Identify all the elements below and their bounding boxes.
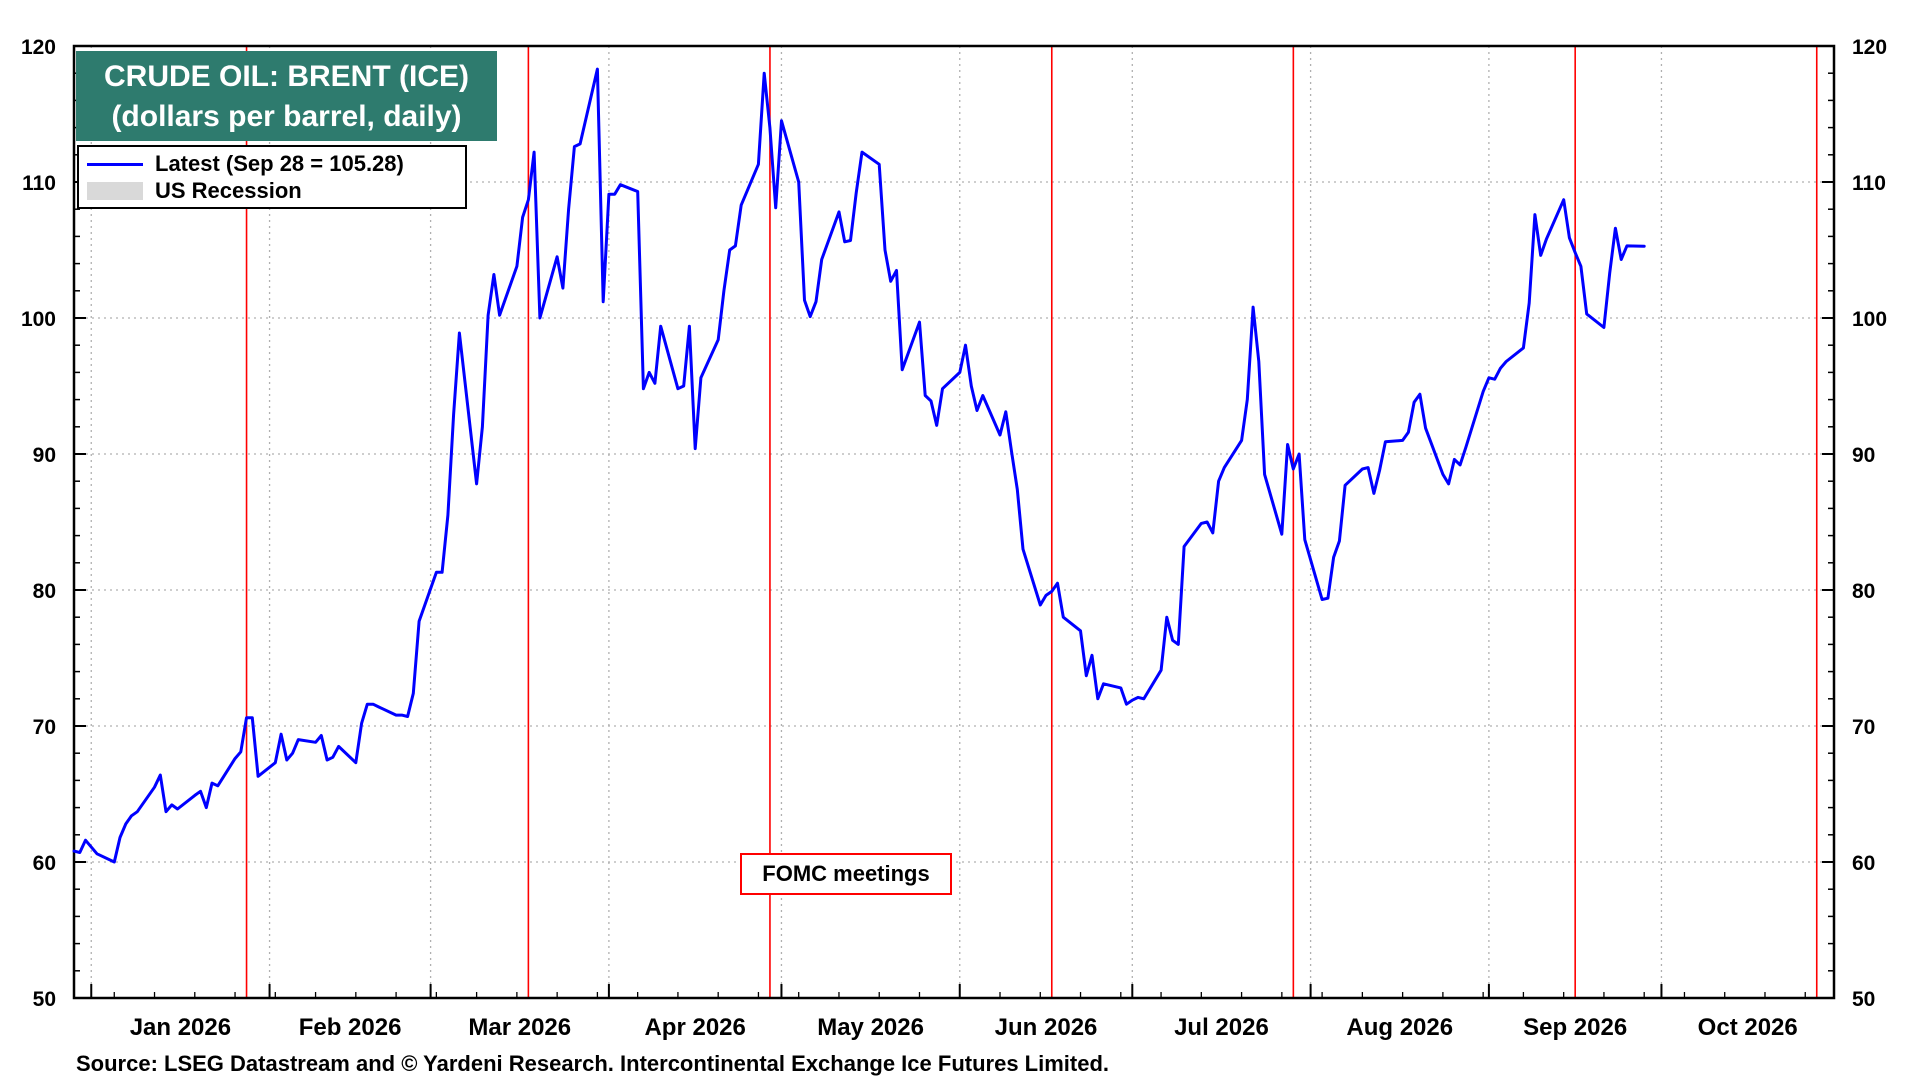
legend-shade-swatch — [87, 182, 143, 200]
y-tick-label-right: 120 — [1852, 36, 1887, 59]
source-note: Source: LSEG Datastream and © Yardeni Re… — [76, 1051, 1110, 1076]
series-layer — [72, 67, 1646, 864]
legend-label-latest: Latest (Sep 28 = 105.28) — [155, 151, 404, 176]
x-tick-label: Jan 2026 — [130, 1014, 231, 1041]
y-tick-label-left: 70 — [33, 716, 56, 739]
axes — [72, 44, 1836, 1000]
legend-item-latest: Latest (Sep 28 = 105.28) — [87, 151, 404, 177]
y-tick-label-left: 110 — [22, 172, 56, 195]
legend: Latest (Sep 28 = 105.28) US Recession — [77, 145, 467, 209]
fomc-annotation: FOMC meetings — [740, 853, 952, 895]
x-tick-label: Jul 2026 — [1174, 1014, 1269, 1041]
legend-line-swatch — [87, 162, 143, 166]
fomc-annotation-label: FOMC meetings — [762, 861, 930, 886]
chart-title-box: CRUDE OIL: BRENT (ICE) (dollars per barr… — [76, 51, 497, 141]
legend-label-recession: US Recession — [155, 178, 302, 203]
x-tick-label: Sep 2026 — [1523, 1014, 1627, 1041]
chart-title: CRUDE OIL: BRENT (ICE) — [104, 60, 469, 93]
fomc-meeting-lines — [245, 46, 1818, 998]
y-tick-label-right: 50 — [1852, 988, 1875, 1011]
x-tick-label: Mar 2026 — [468, 1014, 571, 1041]
y-tick-label-right: 110 — [1852, 172, 1886, 195]
brent-price-line — [72, 67, 1646, 864]
x-tick-label: Apr 2026 — [644, 1014, 745, 1041]
y-tick-label-left: 90 — [33, 444, 56, 467]
x-tick-label: Feb 2026 — [299, 1014, 402, 1041]
y-tick-label-left: 60 — [33, 852, 56, 875]
x-axis: Jan 2026 Feb 2026 Mar 2026 Apr 2026 May 2026… — [130, 1014, 1798, 1041]
y-tick-label-right: 100 — [1852, 308, 1887, 331]
y-tick-label-right: 60 — [1852, 852, 1875, 875]
y-axis-right: 50 60 70 80 90 100 110 120 — [1852, 36, 1887, 1011]
x-tick-label: May 2026 — [817, 1014, 924, 1041]
chart-subtitle: (dollars per barrel, daily) — [111, 100, 462, 133]
x-tick-label: Oct 2026 — [1698, 1014, 1798, 1041]
y-tick-label-left: 120 — [21, 36, 56, 59]
plot-frame — [72, 44, 1836, 1000]
x-tick-label: Aug 2026 — [1346, 1014, 1453, 1041]
y-tick-label-left: 100 — [21, 308, 56, 331]
y-tick-label-right: 80 — [1852, 580, 1875, 603]
grid-lines — [74, 46, 1834, 998]
y-tick-label-left: 50 — [33, 988, 56, 1011]
y-axis-left: 50 60 70 80 90 100 110 120 — [21, 36, 56, 1011]
legend-item-recession: US Recession — [87, 178, 302, 204]
x-tick-label: Jun 2026 — [995, 1014, 1098, 1041]
y-tick-label-right: 90 — [1852, 444, 1875, 467]
y-tick-label-left: 80 — [33, 580, 56, 603]
y-tick-label-right: 70 — [1852, 716, 1875, 739]
